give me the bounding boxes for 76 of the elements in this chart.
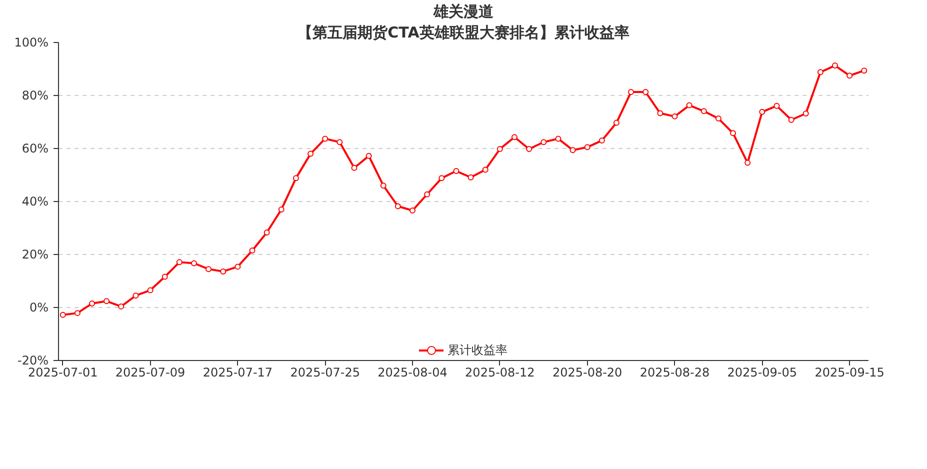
point	[628, 89, 634, 96]
point	[380, 182, 386, 189]
point	[410, 208, 416, 214]
point	[570, 147, 576, 154]
point	[162, 274, 168, 280]
point	[730, 130, 736, 136]
point	[206, 266, 212, 272]
chart-title: 雄关漫道	[432, 2, 494, 20]
point	[220, 268, 226, 274]
legend-label: 累计收益率	[448, 342, 508, 358]
y-tick-label: 0%	[29, 300, 49, 314]
y-tick-label: 80%	[22, 88, 48, 102]
point	[147, 287, 154, 294]
y-tick-label: 40%	[22, 194, 48, 208]
point	[132, 292, 139, 299]
point	[584, 144, 590, 150]
point	[104, 298, 110, 304]
point	[526, 146, 532, 152]
point	[715, 116, 722, 122]
point	[759, 108, 766, 115]
point	[278, 206, 284, 212]
x-tick-label: 2025-08-12	[465, 366, 535, 380]
point	[366, 152, 372, 159]
point	[657, 110, 664, 116]
point	[351, 164, 358, 171]
chart-subtitle: 【第五届期货CTA英雄联盟大赛排名】累计收益率	[298, 24, 630, 42]
point	[482, 166, 488, 173]
point	[264, 230, 270, 236]
point	[292, 175, 299, 182]
point	[598, 138, 605, 144]
point	[861, 68, 868, 74]
x-tick-label: 2025-08-28	[640, 366, 710, 380]
point	[89, 300, 96, 307]
point	[60, 312, 66, 318]
point	[424, 191, 430, 198]
point	[468, 174, 474, 180]
point	[176, 259, 182, 266]
point	[613, 120, 620, 126]
point	[686, 102, 692, 108]
point	[438, 175, 445, 182]
point	[744, 160, 751, 166]
point	[394, 203, 401, 210]
point	[774, 102, 780, 109]
y-tick-label: 100%	[14, 36, 49, 50]
point	[74, 310, 80, 316]
x-tick-label: 2025-09-15	[814, 366, 884, 380]
point	[190, 260, 197, 266]
point	[788, 116, 794, 123]
point	[846, 72, 853, 79]
x-tick-label: 2025-07-25	[290, 366, 360, 380]
point	[496, 146, 503, 152]
x-tick-label: 2025-07-01	[28, 366, 98, 380]
point	[453, 168, 460, 174]
y-tick-label: -20%	[18, 354, 49, 368]
x-tick-label: 2025-08-20	[552, 366, 622, 380]
point	[817, 69, 824, 76]
x-tick-label: 2025-07-17	[202, 366, 273, 380]
point	[540, 139, 547, 146]
point	[308, 150, 314, 157]
y-tick-label: 20%	[22, 248, 48, 262]
y-tick-label: 60%	[22, 142, 48, 156]
point	[322, 136, 328, 142]
point	[118, 303, 124, 310]
point	[511, 134, 518, 140]
x-tick-label: 2025-09-05	[727, 366, 798, 380]
point	[234, 264, 241, 270]
x-tick-label: 2025-07-09	[115, 366, 186, 380]
point	[336, 139, 343, 146]
point	[672, 113, 678, 120]
point	[700, 108, 707, 114]
point	[249, 248, 256, 254]
point	[642, 89, 649, 96]
x-tick-label: 2025-08-04	[378, 366, 448, 380]
point	[832, 62, 838, 69]
point	[802, 110, 809, 117]
point	[555, 136, 562, 142]
